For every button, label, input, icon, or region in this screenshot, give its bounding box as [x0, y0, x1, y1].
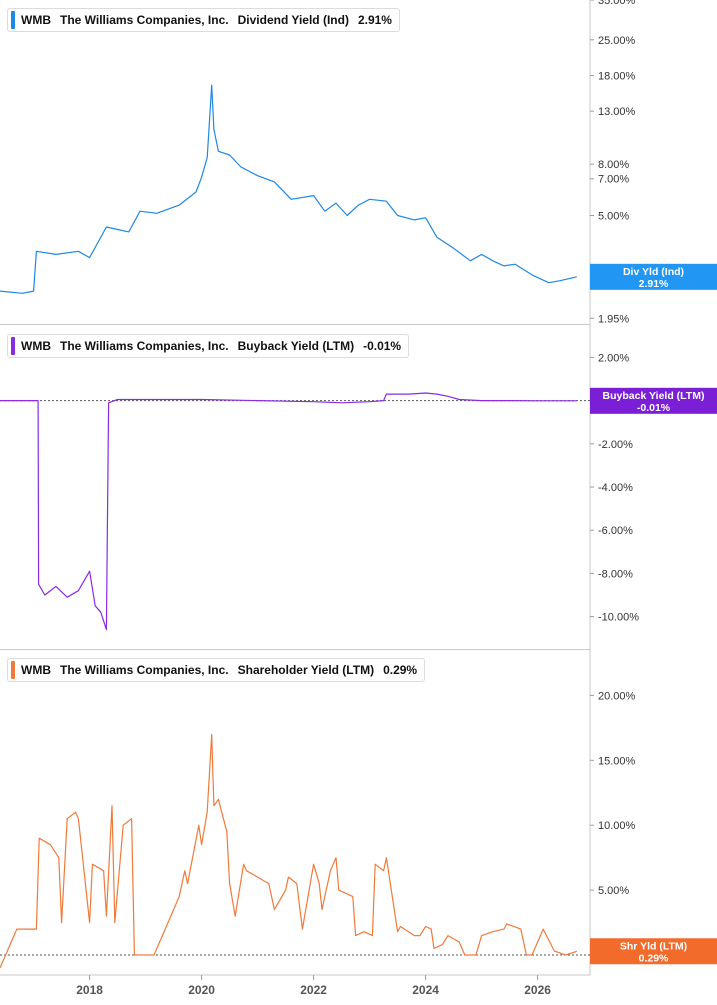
panel-separator	[0, 649, 590, 650]
legend-company: The Williams Companies, Inc.	[60, 13, 229, 27]
value-tag	[590, 938, 717, 965]
value-tag-label: Buyback Yield (LTM)	[603, 390, 705, 402]
y-tick-label: 1.95%	[598, 313, 629, 325]
legend-swatch	[11, 11, 15, 29]
legend-value: -0.01%	[363, 339, 402, 353]
series-line	[0, 84, 577, 294]
legend-ticker: WMB	[21, 339, 51, 353]
series-line	[0, 392, 577, 631]
panel-separator	[0, 324, 590, 325]
legend-metric: Buyback Yield (LTM)	[237, 339, 355, 353]
value-tag-value: 0.29%	[639, 952, 669, 964]
y-tick-label: 18.00%	[598, 71, 636, 83]
value-tag-label: Shr Yld (LTM)	[620, 940, 687, 952]
x-tick-label: 2026	[524, 983, 551, 997]
y-tick-label: 20.00%	[598, 690, 636, 702]
legend-ticker: WMB	[21, 13, 51, 27]
y-tick-label: -4.00%	[598, 482, 633, 494]
x-tick-label: 2022	[300, 983, 327, 997]
y-tick-label: -8.00%	[598, 568, 633, 580]
legend-company: The Williams Companies, Inc.	[60, 663, 229, 677]
value-tag-value: 2.91%	[639, 278, 669, 290]
value-tag-value: -0.01%	[637, 402, 671, 414]
value-tag-label: Div Yld (Ind)	[623, 266, 684, 278]
legend-metric: Shareholder Yield (LTM)	[237, 663, 375, 677]
value-tag	[590, 387, 717, 414]
x-tick-label: 2024	[412, 983, 439, 997]
x-tick-label: 2020	[188, 983, 215, 997]
y-tick-label: 5.00%	[598, 210, 629, 222]
legend-company: The Williams Companies, Inc.	[60, 339, 229, 353]
legend-value: 2.91%	[357, 13, 392, 27]
y-tick-label: 5.00%	[598, 885, 629, 897]
y-tick-label: 25.00%	[598, 35, 636, 47]
legend-ticker: WMB	[21, 663, 51, 677]
y-tick-label: -10.00%	[598, 612, 639, 624]
legend-dividend-yield[interactable]: WMB The Williams Companies, Inc. Dividen…	[7, 8, 400, 32]
legend-value: 0.29%	[383, 663, 418, 677]
y-tick-label: -2.00%	[598, 439, 633, 451]
value-tag	[590, 263, 717, 290]
legend-metric: Dividend Yield (Ind)	[237, 13, 349, 27]
y-tick-label: 35.00%	[598, 0, 636, 7]
legend-swatch	[11, 661, 15, 679]
y-tick-label: 15.00%	[598, 755, 636, 767]
y-tick-label: 8.00%	[598, 159, 629, 171]
x-tick-label: 2018	[76, 983, 103, 997]
y-tick-label: 10.00%	[598, 820, 636, 832]
series-line	[0, 733, 577, 969]
y-tick-label: -6.00%	[598, 525, 633, 537]
legend-shareholder-yield[interactable]: WMB The Williams Companies, Inc. Shareho…	[7, 658, 426, 682]
y-tick-label: 13.00%	[598, 106, 636, 118]
y-tick-label: 2.00%	[598, 352, 629, 364]
y-tick-label: 7.00%	[598, 174, 629, 186]
legend-buyback-yield[interactable]: WMB The Williams Companies, Inc. Buyback…	[7, 334, 410, 358]
legend-swatch	[11, 337, 15, 355]
